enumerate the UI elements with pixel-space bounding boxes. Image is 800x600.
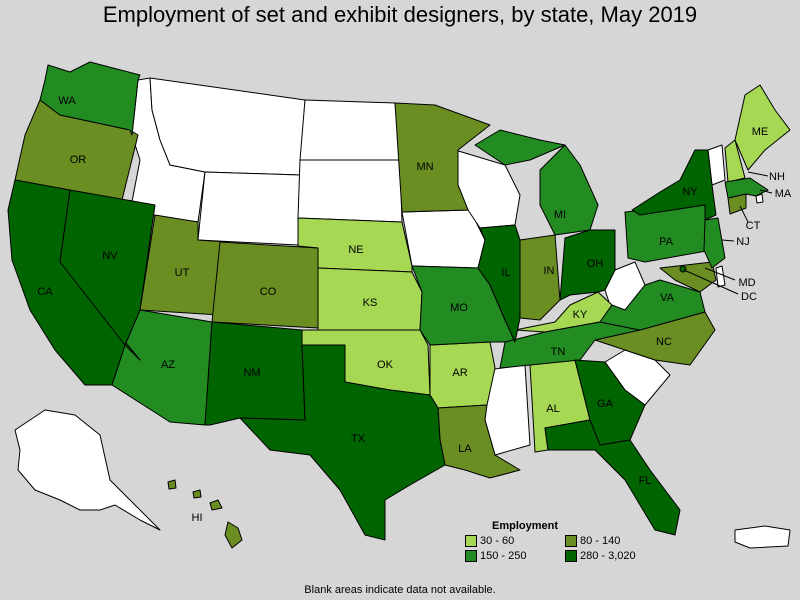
label-IN: IN bbox=[544, 265, 555, 277]
footnote: Blank areas indicate data not available. bbox=[304, 584, 496, 596]
label-NV: NV bbox=[102, 250, 118, 262]
label-LA: LA bbox=[458, 443, 472, 455]
label-WA: WA bbox=[58, 95, 76, 107]
label-NH: NH bbox=[769, 171, 785, 183]
legend-label: 280 - 3,020 bbox=[580, 550, 636, 562]
label-HI: HI bbox=[192, 512, 203, 524]
label-OK: OK bbox=[377, 359, 394, 371]
label-CT: CT bbox=[746, 220, 761, 232]
territory-PR bbox=[734, 525, 791, 549]
state-NV bbox=[59, 189, 156, 346]
legend-label: 80 - 140 bbox=[580, 535, 621, 547]
legend-swatch bbox=[465, 535, 477, 547]
legend-swatch bbox=[565, 535, 577, 547]
label-AZ: AZ bbox=[161, 359, 175, 371]
label-OH: OH bbox=[587, 258, 604, 270]
state-MT bbox=[149, 77, 306, 176]
map-title: Employment of set and exhibit designers,… bbox=[102, 2, 698, 27]
label-MO: MO bbox=[450, 302, 468, 314]
state-MD bbox=[659, 261, 717, 293]
legend-item-280-3020: 280 - 3,020 bbox=[565, 550, 665, 562]
label-MA: MA bbox=[775, 188, 792, 200]
state-SD bbox=[297, 159, 403, 223]
label-TX: TX bbox=[351, 433, 366, 445]
state-OH bbox=[559, 229, 616, 301]
legend-swatch bbox=[465, 550, 477, 562]
label-OR: OR bbox=[70, 154, 87, 166]
label-VA: VA bbox=[660, 292, 675, 304]
label-KY: KY bbox=[573, 309, 588, 321]
label-IL: IL bbox=[501, 267, 510, 279]
state-VA bbox=[599, 279, 706, 331]
state-MN bbox=[394, 102, 491, 213]
label-MI: MI bbox=[554, 209, 566, 221]
leader-line-CT bbox=[739, 205, 749, 223]
legend-label: 30 - 60 bbox=[480, 535, 515, 547]
legend: Employment 30 - 60 80 - 140 150 - 250 28… bbox=[465, 520, 665, 562]
label-FL: FL bbox=[639, 475, 652, 487]
label-AR: AR bbox=[452, 367, 467, 379]
legend-label: 150 - 250 bbox=[480, 550, 527, 562]
label-ME: ME bbox=[752, 126, 769, 138]
legend-title: Employment bbox=[491, 520, 558, 532]
legend-item-80-140: 80 - 140 bbox=[565, 535, 665, 547]
state-IA bbox=[401, 209, 486, 269]
state-ME bbox=[734, 84, 791, 171]
state-FL bbox=[544, 419, 681, 536]
state-NH bbox=[724, 139, 746, 183]
state-NJ bbox=[703, 217, 726, 269]
leader-line-DC bbox=[683, 269, 739, 295]
leader-line-MA bbox=[759, 189, 773, 194]
label-NE: NE bbox=[348, 244, 363, 256]
label-NY: NY bbox=[682, 186, 698, 198]
label-CO: CO bbox=[260, 286, 277, 298]
state-WY bbox=[197, 171, 301, 246]
state-DE bbox=[715, 265, 726, 288]
label-NC: NC bbox=[656, 336, 672, 348]
label-CA: CA bbox=[37, 286, 53, 298]
state-TX bbox=[239, 344, 446, 541]
label-MN: MN bbox=[416, 161, 433, 173]
state-IL bbox=[477, 224, 521, 343]
state-NY bbox=[631, 149, 717, 221]
label-GA: GA bbox=[597, 398, 614, 410]
state-MI bbox=[539, 144, 599, 236]
state-WA bbox=[39, 61, 141, 136]
state-IN bbox=[519, 234, 561, 321]
label-DC: DC bbox=[741, 291, 757, 303]
state-MI-UP bbox=[474, 129, 566, 166]
state-TN bbox=[499, 321, 641, 369]
state-MA bbox=[724, 177, 769, 199]
leader-line-MD bbox=[704, 267, 736, 281]
leader-line-NJ bbox=[721, 239, 735, 242]
label-TN: TN bbox=[551, 346, 566, 358]
legend-swatch bbox=[565, 550, 577, 562]
state-ND bbox=[299, 99, 401, 161]
state-RI bbox=[755, 193, 764, 204]
state-CO bbox=[211, 241, 319, 329]
label-NM: NM bbox=[243, 367, 260, 379]
state-DC bbox=[679, 265, 687, 273]
legend-item-150-250: 150 - 250 bbox=[465, 550, 565, 562]
label-UT: UT bbox=[175, 267, 190, 279]
state-AK bbox=[14, 409, 161, 531]
label-NJ: NJ bbox=[736, 236, 749, 248]
label-KS: KS bbox=[363, 297, 378, 309]
state-HI bbox=[167, 479, 243, 549]
label-AL: AL bbox=[546, 403, 559, 415]
label-PA: PA bbox=[659, 236, 674, 248]
leader-line-NH bbox=[747, 171, 769, 177]
legend-item-30-60: 30 - 60 bbox=[465, 535, 565, 547]
label-MD: MD bbox=[738, 277, 755, 289]
